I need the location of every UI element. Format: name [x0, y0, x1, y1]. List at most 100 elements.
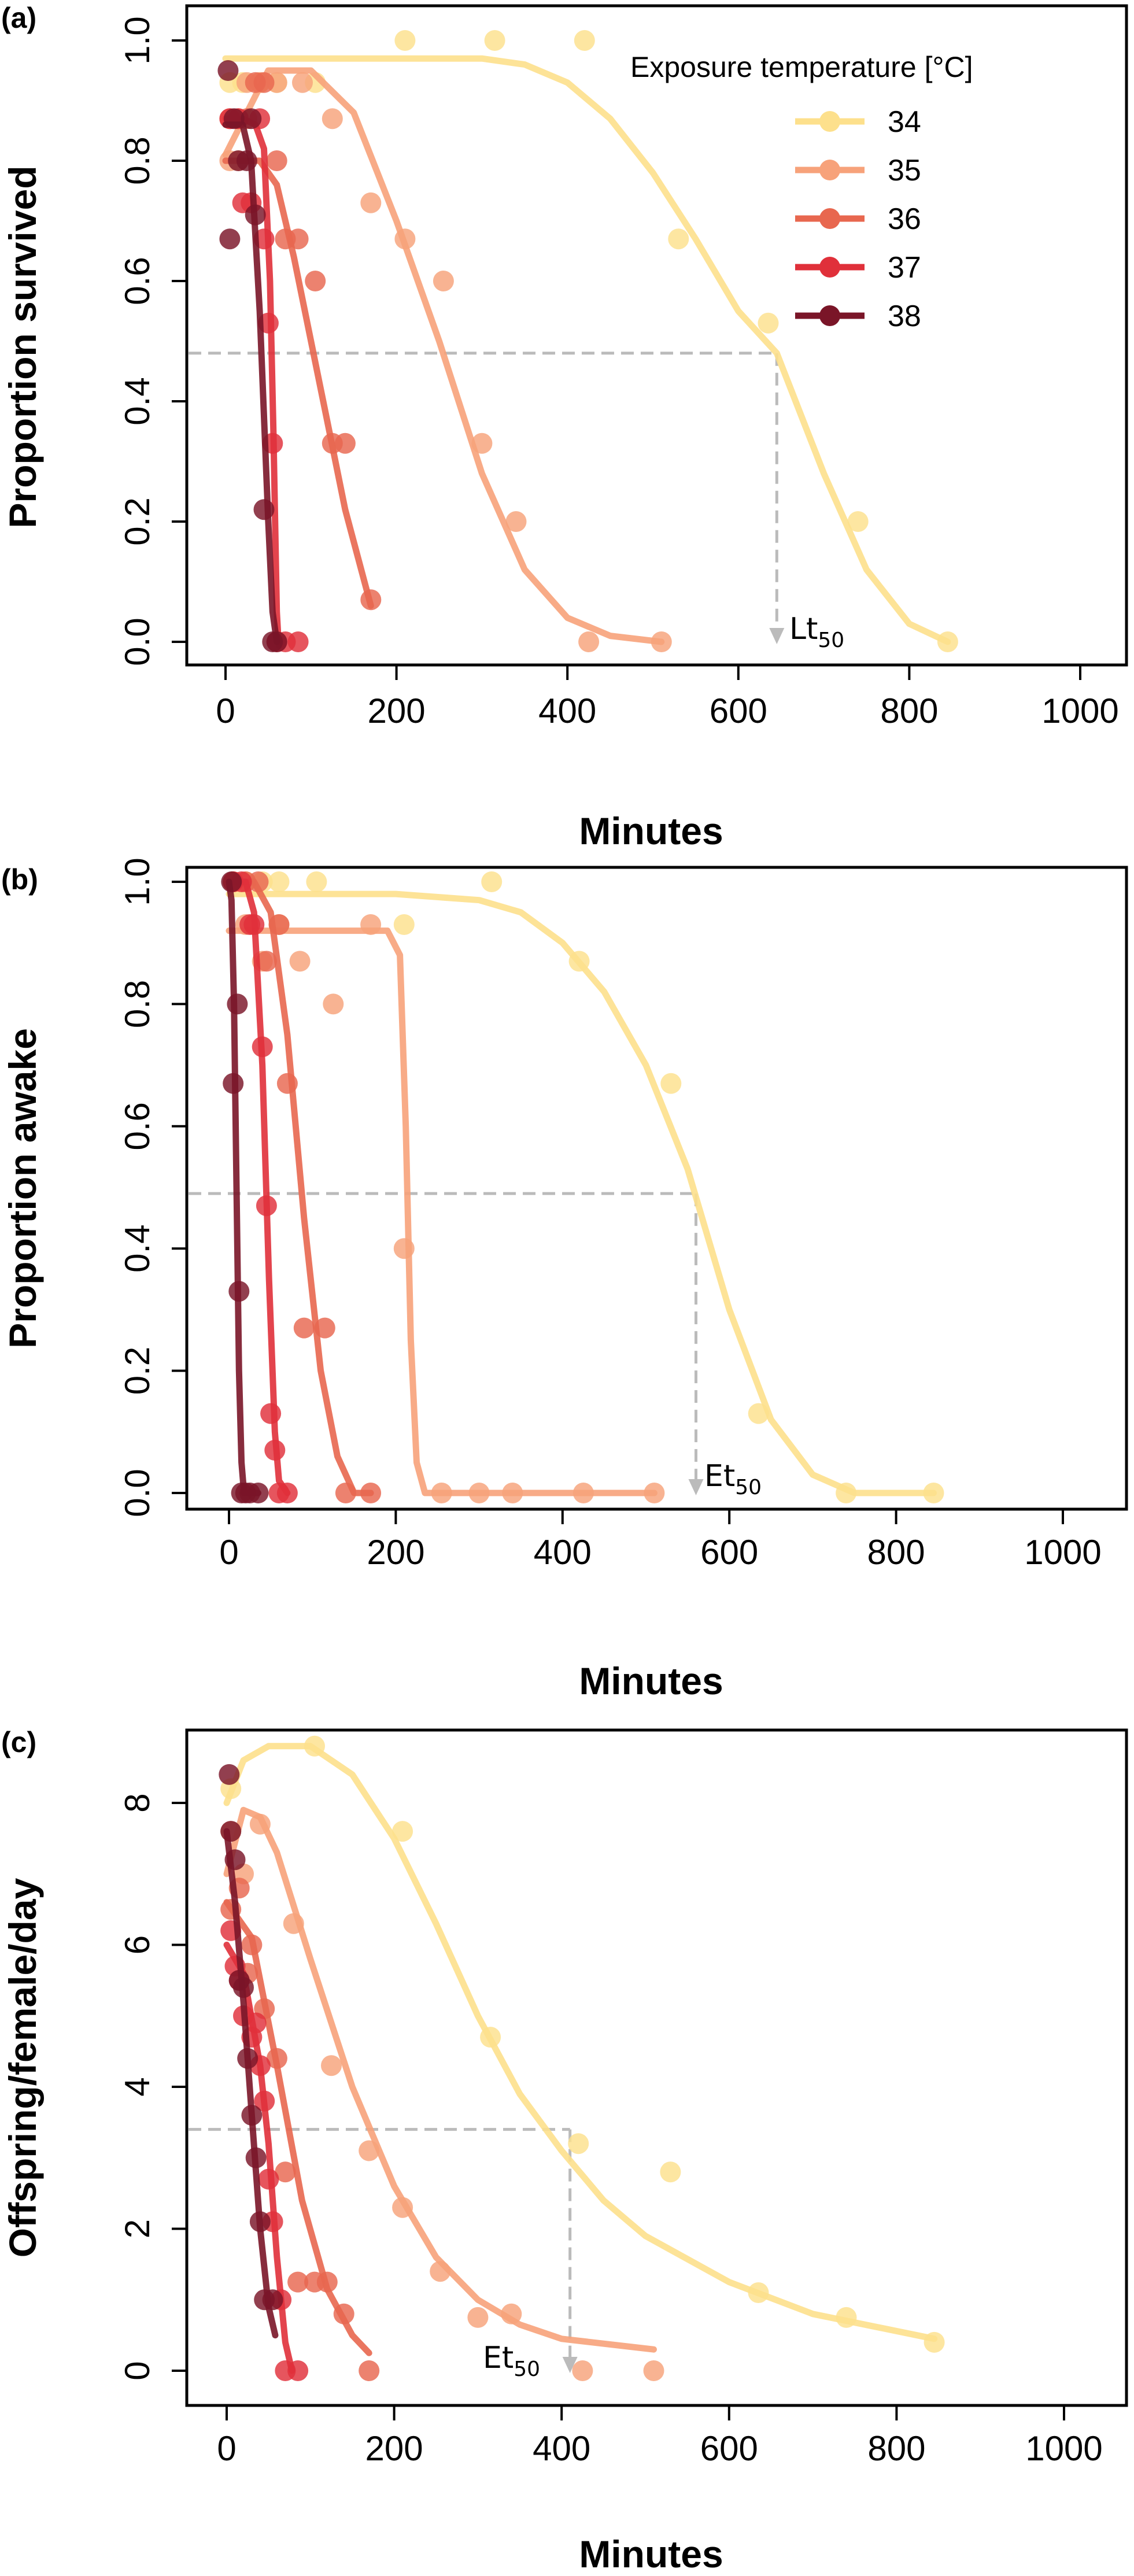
point-b-36-7: [314, 1317, 335, 1339]
plot-frame-c: [185, 1728, 1128, 2407]
point-b-35-11: [572, 1483, 594, 1503]
point-c-38-0: [219, 1764, 240, 1785]
point-c-38-1: [220, 1821, 242, 1842]
point-b-34-4: [306, 871, 327, 892]
x-tick-label-b-200: 200: [367, 1533, 424, 1572]
point-c-34-2: [392, 1821, 413, 1842]
point-c-34-5: [660, 2161, 681, 2183]
legend-label-38: 38: [888, 300, 921, 333]
series-c-38: [219, 1764, 283, 2339]
point-a-36-10: [334, 433, 356, 454]
point-b-37-4: [252, 1036, 273, 1058]
point-c-38-2: [224, 1849, 246, 1871]
point-b-34-5: [393, 914, 415, 935]
legend-dot-36: [819, 208, 840, 229]
point-c-36-9: [316, 2271, 338, 2293]
marker-a-text: Lt: [789, 612, 818, 646]
guide-arrow-b: [688, 1479, 704, 1495]
point-c-35-5: [359, 2140, 380, 2161]
point-b-38-3: [228, 1281, 250, 1302]
marker-a-sub: 50: [818, 629, 844, 652]
point-a-36-7: [287, 228, 309, 250]
x-tick-label-a-400: 400: [538, 692, 596, 730]
point-a-38-4: [236, 150, 257, 171]
y-tick-label-a-1.0: 1.0: [118, 16, 157, 64]
point-a-36-4: [253, 72, 275, 93]
point-a-35-5: [292, 72, 313, 93]
y-tick-label-b-0.2: 0.2: [118, 1347, 157, 1395]
guides-a: [189, 352, 785, 644]
point-c-38-10: [262, 2289, 283, 2311]
point-a-36-5: [266, 150, 287, 171]
series-b-37: [223, 871, 298, 1503]
point-a-35-9: [433, 271, 454, 291]
series-b-38: [221, 871, 269, 1503]
x-tick-label-a-0: 0: [216, 692, 235, 730]
y-tick-label-c-8: 8: [118, 1793, 157, 1812]
point-c-36-3: [241, 1934, 263, 1956]
x-tick-label-a-200: 200: [368, 692, 426, 730]
point-b-37-3: [243, 914, 265, 935]
point-c-37-5: [245, 2012, 267, 2034]
guide-arrow-a: [769, 628, 785, 644]
point-b-37-6: [260, 1403, 282, 1424]
svg-text:Et50: Et50: [704, 1459, 762, 1499]
point-b-35-4: [289, 951, 311, 972]
series-layer-c: [219, 1735, 945, 2381]
series-layer-b: [221, 871, 944, 1503]
point-c-38-6: [241, 2105, 263, 2126]
y-tick-label-c-2: 2: [118, 2219, 157, 2238]
point-c-37-7: [254, 2090, 275, 2112]
marker-c-sub: 50: [514, 2357, 540, 2381]
point-c-35-4: [321, 2055, 342, 2076]
y-tick-label-c-0: 0: [118, 2361, 157, 2380]
point-c-38-5: [237, 2048, 258, 2069]
y-tick-label-b-1.0: 1.0: [118, 858, 157, 906]
panel-a: (a) Proportion survived Minutes 0 200 400 6…: [1, 2, 1128, 852]
fit-curve-b-38: [226, 878, 261, 1496]
point-a-38-5: [241, 108, 262, 130]
point-a-35-8: [394, 228, 416, 250]
fit-curve-c-34: [223, 1743, 938, 2342]
series-c-36: [220, 1878, 380, 2381]
point-c-36-11: [359, 2360, 380, 2381]
point-b-38-0: [221, 871, 242, 892]
point-c-34-1: [304, 1735, 325, 1757]
marker-c-text: Et: [483, 2341, 514, 2375]
marker-b-text: Et: [704, 1459, 735, 1494]
series-c-34: [220, 1735, 945, 2353]
plot-frame-a: [185, 4, 1128, 667]
point-b-36-9: [360, 1483, 382, 1503]
point-b-34-9: [748, 1403, 769, 1424]
point-b-36-5: [276, 1073, 298, 1094]
series-a-38: [217, 60, 287, 652]
y-tick-label-b-0.6: 0.6: [118, 1102, 157, 1150]
point-c-35-10: [572, 2360, 593, 2381]
point-c-35-8: [467, 2307, 489, 2328]
point-c-34-7: [836, 2307, 857, 2328]
point-a-36-8: [305, 271, 326, 291]
x-tick-label-c-200: 200: [365, 2429, 423, 2468]
x-tick-label-c-0: 0: [217, 2429, 236, 2468]
point-a-38-9: [266, 631, 287, 652]
point-c-35-2: [249, 1813, 271, 1835]
y-tick-label-a-0.4: 0.4: [118, 377, 157, 425]
point-c-35-6: [392, 2197, 413, 2218]
point-b-34-8: [660, 1073, 682, 1094]
point-b-36-6: [293, 1317, 315, 1339]
ticks-c: 0 200 400 600 800 1000 0 2 4 6 8: [118, 1793, 1103, 2468]
point-b-38-1: [223, 1073, 244, 1094]
point-a-36-11: [360, 589, 382, 611]
ticks-b: 0 200 400 600 800 1000 0.0 0.2 0.4 0.6 0.8 1.0: [118, 858, 1102, 1572]
point-a-38-1: [219, 228, 241, 250]
point-b-34-11: [923, 1483, 944, 1503]
legend-dot-35: [819, 160, 840, 180]
legend-title: Exposure temperature [°C]: [630, 51, 973, 83]
point-c-34-3: [480, 2027, 501, 2048]
y-axis-title-c: Offspring/female/day: [1, 1878, 44, 2257]
point-b-35-9: [468, 1483, 490, 1503]
point-c-35-3: [283, 1913, 304, 1934]
point-b-35-7: [393, 1238, 415, 1259]
legend-label-37: 37: [888, 251, 921, 284]
point-a-34-10: [847, 511, 869, 532]
